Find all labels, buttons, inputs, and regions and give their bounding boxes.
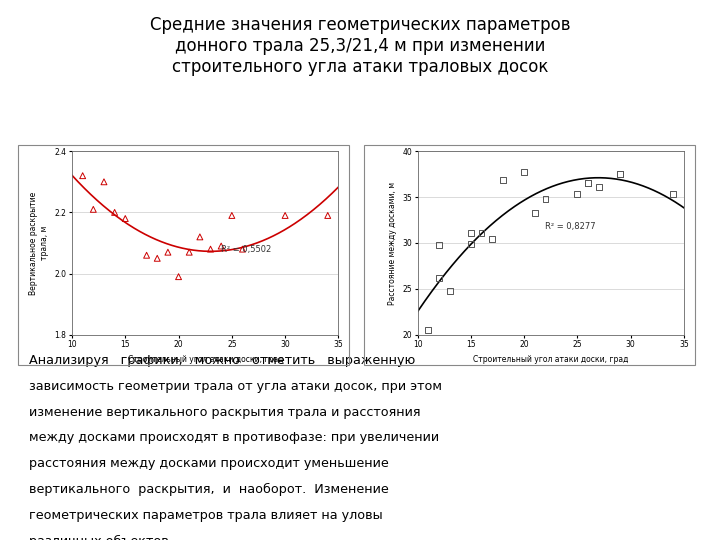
- Text: изменение вертикального раскрытия трала и расстояния: изменение вертикального раскрытия трала …: [29, 406, 420, 419]
- Point: [667, 190, 679, 199]
- Point: [487, 235, 498, 244]
- Text: различных объектов: различных объектов: [29, 535, 168, 540]
- Point: [141, 251, 153, 260]
- Point: [151, 254, 163, 262]
- Text: R² = 0,5502: R² = 0,5502: [221, 245, 271, 254]
- Point: [237, 245, 248, 253]
- Point: [593, 183, 605, 191]
- Y-axis label: Расстояние между досками, м: Расстояние между досками, м: [388, 181, 397, 305]
- Point: [226, 211, 238, 220]
- Point: [433, 240, 445, 249]
- X-axis label: Строительный угол атаки доски, град: Строительный угол атаки доски, град: [127, 355, 283, 364]
- Point: [279, 211, 291, 220]
- Point: [204, 245, 216, 253]
- Text: вертикального  раскрытия,  и  наоборот.  Изменение: вертикального раскрытия, и наоборот. Изм…: [29, 483, 389, 496]
- Point: [497, 176, 508, 184]
- Text: геометрических параметров трала влияет на уловы: геометрических параметров трала влияет н…: [29, 509, 382, 522]
- Point: [109, 208, 120, 217]
- Point: [444, 286, 455, 295]
- Y-axis label: Вертикальное раскрытие
трала, м: Вертикальное раскрытие трала, м: [30, 191, 49, 295]
- Point: [433, 274, 445, 282]
- Text: расстояния между досками происходит уменьшение: расстояния между досками происходит умен…: [29, 457, 389, 470]
- Text: Средние значения геометрических параметров
донного трала 25,3/21,4 м при изменен: Средние значения геометрических параметр…: [150, 16, 570, 76]
- Text: между досками происходят в противофазе: при увеличении: между досками происходят в противофазе: …: [29, 431, 439, 444]
- Point: [173, 272, 184, 281]
- Text: Анализируя   графики,   можно   отметить   выраженную: Анализируя графики, можно отметить выраж…: [29, 354, 415, 367]
- Text: R² = 0,8277: R² = 0,8277: [546, 222, 596, 231]
- Point: [194, 233, 206, 241]
- Point: [423, 326, 434, 334]
- Point: [465, 228, 477, 237]
- X-axis label: Строительный угол атаки доски, град: Строительный угол атаки доски, град: [473, 355, 629, 364]
- Point: [614, 170, 626, 178]
- Point: [614, 170, 626, 178]
- Point: [120, 214, 131, 223]
- Point: [98, 178, 109, 186]
- Point: [162, 248, 174, 256]
- Text: зависимость геометрии трала от угла атаки досок, при этом: зависимость геометрии трала от угла атак…: [29, 380, 442, 393]
- Point: [322, 211, 333, 220]
- Point: [215, 242, 227, 251]
- Point: [77, 171, 89, 180]
- Point: [476, 228, 487, 237]
- Point: [465, 240, 477, 248]
- Point: [184, 248, 195, 256]
- Point: [88, 205, 99, 214]
- Point: [540, 194, 552, 203]
- Point: [582, 179, 594, 187]
- Point: [572, 190, 583, 199]
- Point: [529, 208, 541, 217]
- Point: [518, 168, 530, 177]
- Point: [582, 179, 594, 187]
